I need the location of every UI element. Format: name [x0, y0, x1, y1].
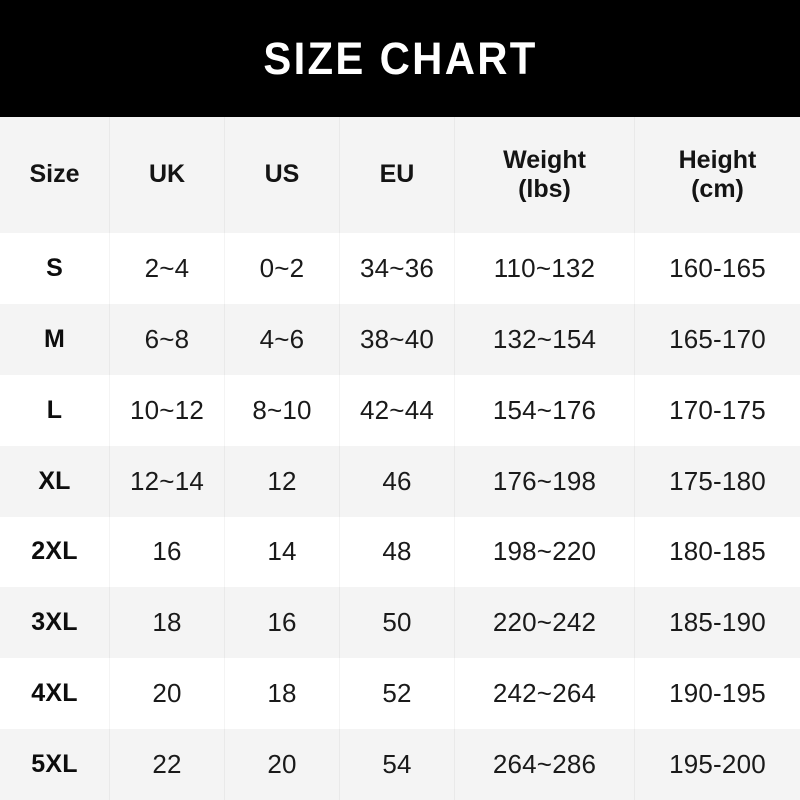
table-header-row: Size UK US EU Weight (lbs) Height (cm) [0, 117, 800, 233]
cell-size: 2XL [0, 516, 110, 588]
cell-uk: 10~12 [110, 374, 225, 446]
cell-us: 20 [225, 729, 340, 800]
column-header-weight: Weight (lbs) [455, 117, 635, 233]
cell-eu: 38~40 [340, 303, 455, 375]
cell-eu: 42~44 [340, 374, 455, 446]
cell-uk: 2~4 [110, 233, 225, 304]
cell-size: M [0, 303, 110, 375]
table-row: L 10~12 8~10 42~44 154~176 170-175 [0, 374, 800, 446]
column-header-eu-line1: EU [379, 160, 415, 189]
page-title: SIZE CHART [262, 33, 538, 84]
cell-height: 190-195 [669, 678, 766, 709]
cell-weight: 176~198 [455, 445, 635, 517]
column-header-us-line1: US [264, 160, 300, 189]
cell-size: S [0, 233, 110, 304]
column-header-uk: UK [110, 117, 225, 233]
column-header-weight-line1: Weight [503, 145, 586, 174]
cell-us: 4~6 [225, 303, 340, 375]
cell-us: 18 [225, 658, 340, 730]
column-header-uk-line1: UK [148, 160, 186, 189]
cell-height: 195-200 [669, 749, 766, 780]
cell-uk: 6~8 [110, 303, 225, 375]
column-header-height-line2: (cm) [691, 175, 744, 203]
column-header-eu: EU [340, 117, 455, 233]
cell-us: 16 [225, 587, 340, 659]
cell-us: 0~2 [225, 233, 340, 304]
table-row: 2XL 16 14 48 198~220 180-185 [0, 516, 800, 588]
cell-us: 12 [225, 445, 340, 517]
cell-weight: 110~132 [455, 233, 635, 304]
size-table: Size UK US EU Weight (lbs) Height (cm) S [0, 117, 800, 800]
cell-us: 8~10 [225, 374, 340, 446]
table-row: 4XL 20 18 52 242~264 190-195 [0, 658, 800, 730]
cell-weight: 154~176 [455, 374, 635, 446]
cell-weight: 220~242 [455, 587, 635, 659]
cell-eu: 34~36 [340, 233, 455, 304]
column-header-size-line1: Size [29, 160, 80, 189]
table-row: XL 12~14 12 46 176~198 175-180 [0, 445, 800, 517]
table-row: 5XL 22 20 54 264~286 195-200 [0, 729, 800, 800]
column-header-us: US [225, 117, 340, 233]
cell-weight: 132~154 [455, 303, 635, 375]
cell-height: 175-180 [669, 465, 766, 496]
cell-eu: 52 [340, 658, 455, 730]
cell-us: 14 [225, 516, 340, 588]
table-row: S 2~4 0~2 34~36 110~132 160-165 [0, 233, 800, 304]
cell-height: 160-165 [669, 252, 766, 283]
cell-height: 180-185 [669, 536, 766, 567]
column-header-weight-line2: (lbs) [518, 175, 571, 203]
cell-weight: 242~264 [455, 658, 635, 730]
cell-uk: 12~14 [110, 445, 225, 517]
cell-height: 165-170 [669, 323, 766, 354]
cell-eu: 48 [340, 516, 455, 588]
table-row: 3XL 18 16 50 220~242 185-190 [0, 587, 800, 659]
cell-eu: 46 [340, 445, 455, 517]
cell-size: L [0, 374, 110, 446]
cell-eu: 54 [340, 729, 455, 800]
cell-height: 185-190 [669, 607, 766, 638]
cell-size: 3XL [0, 587, 110, 659]
cell-uk: 16 [110, 516, 225, 588]
cell-eu: 50 [340, 587, 455, 659]
cell-weight: 264~286 [455, 729, 635, 800]
cell-uk: 18 [110, 587, 225, 659]
cell-height: 170-175 [669, 394, 766, 425]
column-header-size: Size [0, 117, 110, 233]
column-header-height-line1: Height [678, 145, 757, 174]
table-row: M 6~8 4~6 38~40 132~154 165-170 [0, 303, 800, 375]
cell-size: 4XL [0, 658, 110, 730]
cell-size: XL [0, 445, 110, 517]
column-header-height: Height (cm) [635, 117, 800, 233]
cell-weight: 198~220 [455, 516, 635, 588]
title-banner: SIZE CHART [0, 0, 800, 117]
cell-uk: 22 [110, 729, 225, 800]
cell-size: 5XL [0, 729, 110, 800]
cell-uk: 20 [110, 658, 225, 730]
